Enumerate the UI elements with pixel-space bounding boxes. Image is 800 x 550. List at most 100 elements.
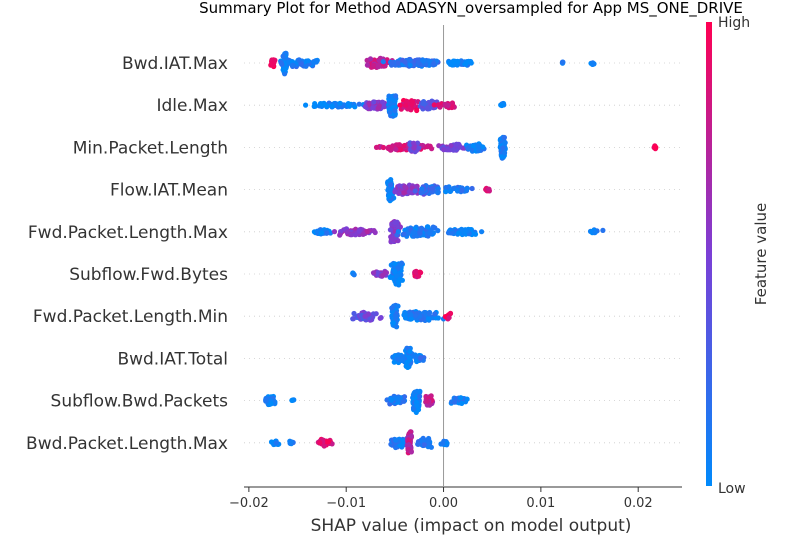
data-point bbox=[406, 354, 412, 361]
data-point bbox=[502, 150, 508, 156]
data-point bbox=[653, 145, 659, 151]
data-point bbox=[395, 60, 401, 66]
data-point bbox=[405, 364, 411, 370]
data-point bbox=[393, 146, 399, 152]
data-point bbox=[443, 189, 449, 195]
data-point bbox=[418, 355, 424, 361]
x-axis: −0.02 −0.01 0.00 0.01 0.02 bbox=[229, 486, 682, 511]
data-point bbox=[317, 440, 323, 446]
data-point bbox=[391, 98, 397, 104]
data-point bbox=[285, 59, 291, 65]
feature-row-points bbox=[350, 302, 454, 330]
data-point bbox=[303, 102, 309, 108]
data-point bbox=[435, 102, 441, 108]
x-tick-label: 0.02 bbox=[624, 496, 653, 511]
data-point bbox=[311, 60, 317, 66]
data-point bbox=[268, 401, 274, 407]
data-point bbox=[325, 439, 332, 445]
data-point bbox=[419, 186, 425, 192]
data-point bbox=[452, 399, 458, 405]
chart-title: Summary Plot for Method ADASYN_oversampl… bbox=[199, 0, 743, 18]
x-tick-label: −0.01 bbox=[326, 496, 366, 511]
data-point bbox=[360, 231, 366, 237]
data-point bbox=[305, 58, 311, 64]
data-point bbox=[392, 107, 398, 114]
data-point bbox=[426, 311, 432, 317]
data-point bbox=[388, 397, 394, 403]
data-point bbox=[395, 229, 401, 235]
data-point bbox=[450, 58, 456, 64]
data-point bbox=[420, 58, 426, 64]
data-point bbox=[269, 61, 275, 67]
data-point bbox=[425, 316, 431, 322]
data-point bbox=[387, 178, 393, 184]
data-point bbox=[417, 230, 423, 236]
data-point bbox=[279, 61, 285, 67]
data-point bbox=[389, 144, 395, 150]
data-point bbox=[269, 57, 275, 63]
feature-label: Fwd.Packet.Length.Min bbox=[33, 307, 228, 327]
data-point bbox=[351, 310, 357, 317]
data-point bbox=[499, 154, 505, 160]
data-point bbox=[273, 440, 279, 446]
data-point bbox=[392, 112, 398, 118]
data-point bbox=[459, 187, 465, 194]
data-point bbox=[431, 60, 437, 67]
data-point bbox=[408, 312, 414, 318]
data-point bbox=[404, 359, 410, 365]
data-point bbox=[370, 270, 377, 276]
data-point bbox=[399, 357, 405, 363]
data-point bbox=[406, 442, 412, 448]
data-point bbox=[392, 261, 398, 267]
data-point bbox=[389, 305, 395, 311]
data-point bbox=[433, 315, 439, 321]
feature-label: Idle.Max bbox=[156, 96, 228, 116]
data-point bbox=[392, 313, 399, 319]
data-point bbox=[393, 437, 399, 443]
data-point bbox=[401, 142, 408, 149]
data-point bbox=[417, 388, 423, 394]
feature-row-points bbox=[303, 93, 507, 119]
data-point bbox=[408, 433, 414, 439]
data-point bbox=[380, 59, 386, 65]
data-point bbox=[424, 398, 430, 404]
data-point bbox=[448, 143, 454, 149]
data-point bbox=[392, 220, 398, 226]
data-point bbox=[263, 397, 269, 403]
feature-label: Bwd.IAT.Total bbox=[117, 349, 228, 369]
data-point bbox=[375, 105, 382, 111]
data-point bbox=[486, 186, 492, 192]
data-point bbox=[321, 100, 327, 106]
data-point bbox=[401, 398, 407, 404]
feature-row-points bbox=[390, 345, 427, 370]
data-point bbox=[458, 226, 465, 232]
data-point bbox=[476, 148, 482, 154]
data-point bbox=[559, 59, 566, 65]
data-point bbox=[421, 309, 427, 316]
data-point bbox=[412, 188, 418, 194]
data-point bbox=[386, 193, 392, 199]
data-point bbox=[303, 63, 309, 69]
data-point bbox=[314, 228, 320, 234]
data-point bbox=[459, 400, 465, 406]
data-point bbox=[500, 145, 506, 151]
data-point bbox=[455, 59, 461, 65]
data-point bbox=[426, 435, 432, 442]
data-point bbox=[337, 100, 343, 106]
colorbar-low-label: Low bbox=[718, 481, 746, 497]
data-point bbox=[333, 102, 339, 108]
data-point bbox=[395, 397, 401, 403]
data-point bbox=[444, 440, 450, 446]
data-point bbox=[445, 147, 451, 153]
data-point bbox=[454, 187, 461, 193]
feature-guides bbox=[244, 62, 682, 444]
feature-label: Bwd.Packet.Length.Max bbox=[26, 434, 228, 454]
data-point bbox=[399, 353, 405, 359]
data-point bbox=[367, 56, 374, 62]
data-point bbox=[331, 229, 338, 235]
feature-label: Min.Packet.Length bbox=[73, 138, 228, 158]
data-point bbox=[408, 316, 414, 322]
data-point bbox=[362, 103, 368, 110]
data-point bbox=[410, 230, 416, 236]
data-point bbox=[440, 440, 446, 447]
